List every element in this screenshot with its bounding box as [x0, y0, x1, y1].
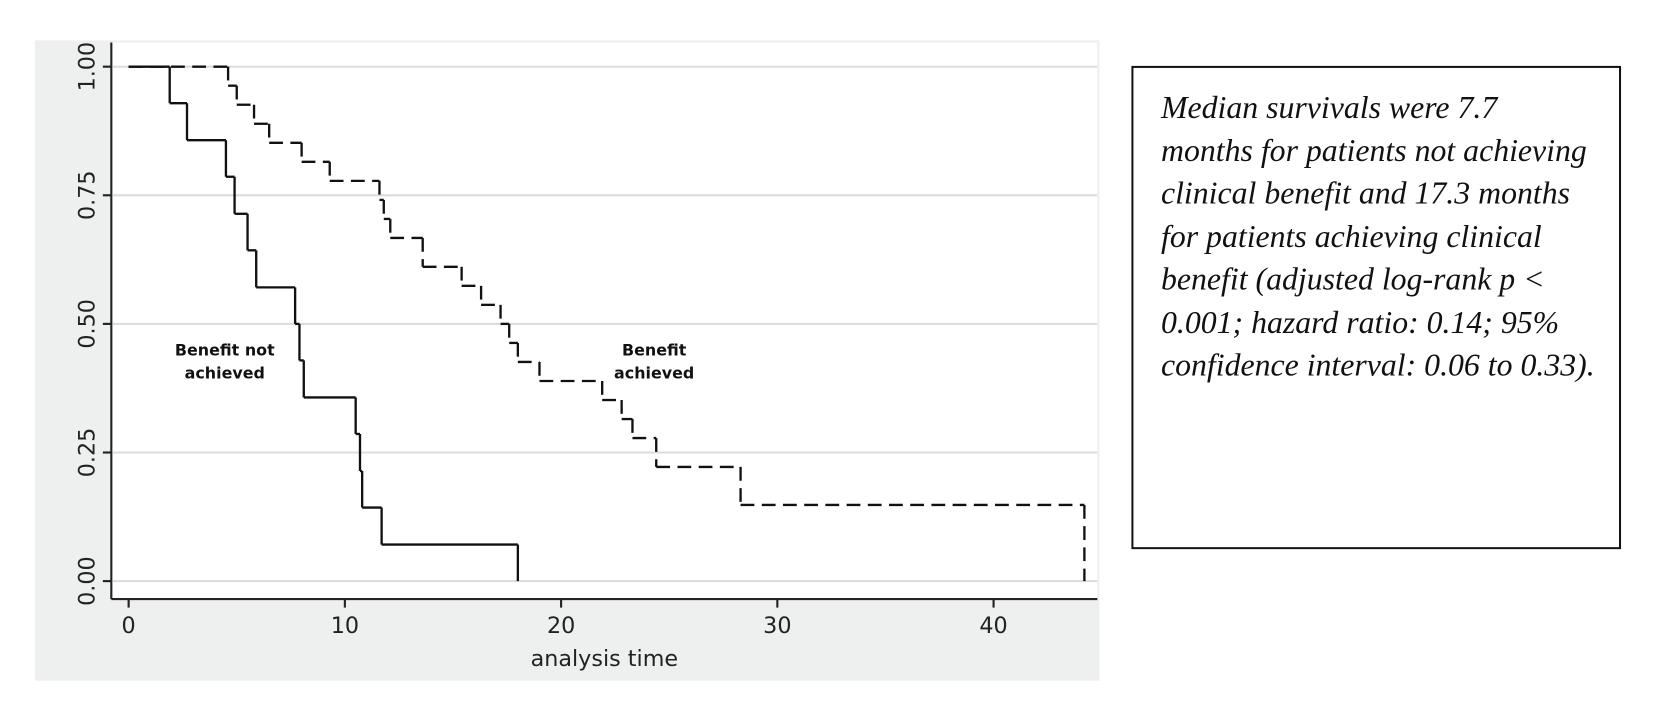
plot-area	[111, 42, 1098, 600]
series-label: Benefit not achieved	[174, 340, 275, 383]
series	[128, 65, 1086, 582]
x-tick-label: 0	[122, 613, 136, 639]
series-label-box: Benefit achieved	[614, 340, 695, 383]
x-axis-title: analysis time	[531, 646, 678, 672]
x-tick-label: 30	[763, 613, 791, 639]
x-tick-label: 20	[547, 613, 575, 639]
y-tick-label: 0.00	[75, 556, 101, 606]
series	[128, 65, 520, 582]
series-label: Benefit achieved	[614, 340, 695, 383]
series-label-box: Benefit not achieved	[174, 340, 275, 383]
note-text: Median survivals were 7.7 months for pat…	[1131, 65, 1622, 550]
y-tick-label: 0.50	[75, 299, 101, 349]
x-tick-label: 40	[979, 613, 1007, 639]
y-tick-label: 1.00	[75, 42, 101, 92]
y-tick-label: 0.25	[75, 428, 101, 478]
y-tick-label: 0.75	[75, 171, 101, 221]
note-box: Median survivals were 7.7 months for pat…	[1131, 65, 1622, 550]
x-tick-label: 10	[331, 613, 359, 639]
